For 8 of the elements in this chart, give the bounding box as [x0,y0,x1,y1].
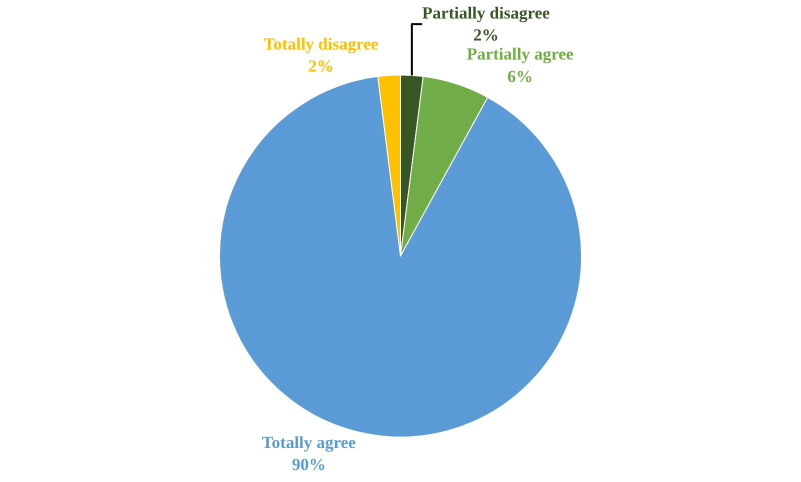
slice-label: Totally disagree [264,34,379,54]
data-label: 2% [473,26,499,45]
data-label: 2% [308,56,334,76]
slice-label: Partially agree [466,44,574,64]
slice-label: Partially disagree [422,4,550,23]
data-label: 90% [292,455,326,474]
data-label: 6% [507,66,533,86]
slice-label: Totally agree [262,433,356,452]
